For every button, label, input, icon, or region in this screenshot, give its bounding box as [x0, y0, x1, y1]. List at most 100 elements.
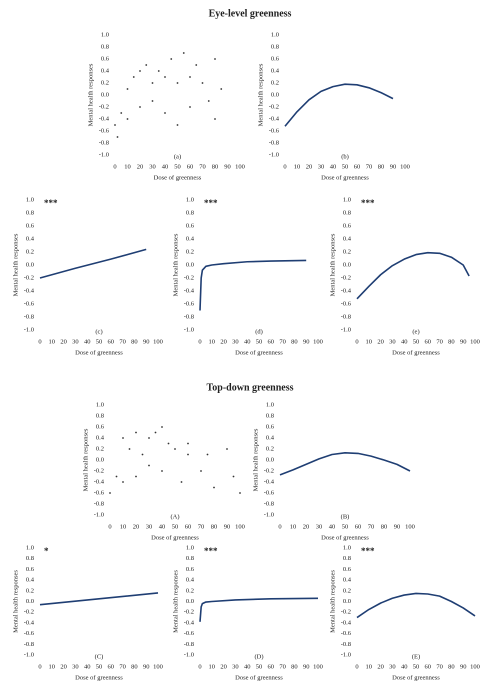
x-tick-label: 0: [355, 338, 358, 345]
point: [176, 124, 179, 126]
y-tick-label: -0.2: [341, 609, 351, 616]
point: [161, 426, 163, 428]
y-tick-label: 0.4: [26, 577, 35, 584]
y-tick-label: 0.2: [26, 587, 34, 594]
point: [126, 88, 129, 90]
y-tick-label: -0.2: [184, 609, 194, 616]
x-tick-label: 30: [232, 663, 239, 670]
y-tick-label: 0.8: [343, 555, 351, 562]
x-tick-label: 50: [96, 338, 103, 345]
y-tick-label: -0.8: [269, 139, 279, 146]
y-tick-label: 1.0: [26, 196, 34, 203]
y-tick-label: 0.6: [343, 222, 352, 229]
x-tick-label: 100: [313, 338, 323, 345]
point: [220, 88, 223, 90]
y-tick-label: 0.0: [343, 598, 351, 605]
y-tick-label: 0.4: [101, 67, 110, 74]
y-tick-label: 0.6: [26, 566, 35, 573]
point: [232, 475, 235, 478]
y-tick-label: -0.2: [264, 467, 274, 474]
x-tick-label: 0: [113, 163, 116, 170]
y-tick-label: 0.0: [186, 598, 194, 605]
x-tick-label: 0: [355, 663, 358, 670]
significance: ***: [361, 198, 375, 208]
y-tick-label: 1.0: [271, 31, 279, 38]
y-axis-label: Mental health responses: [87, 63, 94, 126]
y-tick-label: 0.6: [26, 222, 35, 229]
point: [128, 448, 131, 450]
y-tick-label: -0.6: [24, 630, 35, 637]
x-tick-label: 80: [378, 163, 385, 170]
x-axis-label: Dose of greenness: [154, 174, 202, 181]
x-tick-label: 60: [355, 523, 362, 530]
x-tick-label: 20: [133, 523, 140, 530]
y-tick-label: -0.8: [94, 500, 104, 507]
point: [139, 70, 141, 72]
point: [164, 76, 166, 78]
y-tick-label: 1.0: [186, 196, 194, 203]
y-tick-label: 0.6: [271, 55, 280, 62]
y-axis-label: Mental health responses: [257, 63, 264, 126]
x-tick-label: 50: [174, 163, 181, 170]
fit-line: [356, 251, 470, 300]
x-tick-label: 40: [84, 338, 91, 345]
fit-line: [199, 597, 319, 622]
y-tick-label: -0.2: [99, 103, 109, 110]
point: [151, 82, 154, 84]
x-tick-label: 100: [235, 523, 245, 530]
y-tick-label: 0.0: [26, 598, 34, 605]
y-tick-label: -0.2: [24, 609, 34, 616]
y-tick-label: 1.0: [266, 401, 274, 408]
y-tick-label: -0.4: [184, 619, 195, 626]
x-tick-label: 100: [470, 338, 480, 345]
x-tick-label: 60: [268, 663, 275, 670]
y-tick-label: 0.4: [186, 577, 195, 584]
y-tick-label: 0.8: [186, 209, 194, 216]
x-tick-label: 80: [131, 663, 138, 670]
x-tick-label: 80: [291, 338, 298, 345]
point: [206, 453, 209, 456]
y-tick-label: -1.0: [24, 326, 34, 333]
y-tick-label: -0.4: [184, 287, 195, 294]
x-tick-label: 70: [436, 663, 443, 670]
y-tick-label: 0.2: [343, 587, 351, 594]
x-tick-label: 70: [199, 163, 206, 170]
x-tick-label: 60: [185, 523, 192, 530]
point: [116, 136, 119, 138]
fit-line: [284, 83, 394, 127]
x-tick-label: 50: [413, 338, 420, 345]
x-tick-label: 60: [108, 338, 115, 345]
x-tick-label: 80: [212, 163, 219, 170]
y-tick-label: 0.6: [96, 423, 105, 430]
y-tick-label: -0.8: [264, 500, 274, 507]
point: [122, 437, 124, 439]
y-tick-label: 0.4: [343, 235, 352, 242]
point: [151, 100, 154, 102]
x-tick-label: 10: [120, 523, 127, 530]
x-tick-label: 20: [60, 338, 67, 345]
y-tick-label: 1.0: [101, 31, 109, 38]
y-tick-label: -0.8: [24, 641, 34, 648]
y-tick-label: 0.4: [266, 434, 275, 441]
y-tick-label: -0.2: [269, 103, 279, 110]
y-tick-label: -0.6: [341, 300, 352, 307]
x-tick-label: 30: [72, 663, 79, 670]
x-tick-label: 40: [244, 338, 251, 345]
y-tick-label: -0.4: [94, 478, 105, 485]
x-tick-label: 40: [401, 663, 408, 670]
x-tick-label: 20: [60, 663, 67, 670]
x-tick-label: 80: [448, 338, 455, 345]
x-tick-label: 40: [84, 663, 91, 670]
y-tick-label: 0.4: [343, 577, 352, 584]
x-tick-label: 50: [413, 663, 420, 670]
point: [145, 64, 148, 66]
y-tick-label: 0.0: [186, 261, 194, 268]
x-tick-label: 10: [124, 163, 131, 170]
x-tick-label: 40: [329, 523, 336, 530]
x-tick-label: 100: [153, 338, 163, 345]
point: [201, 82, 204, 84]
x-tick-label: 50: [256, 663, 263, 670]
x-tick-label: 90: [460, 338, 467, 345]
x-tick-label: 80: [131, 338, 138, 345]
panel-caption: (d): [255, 328, 263, 335]
